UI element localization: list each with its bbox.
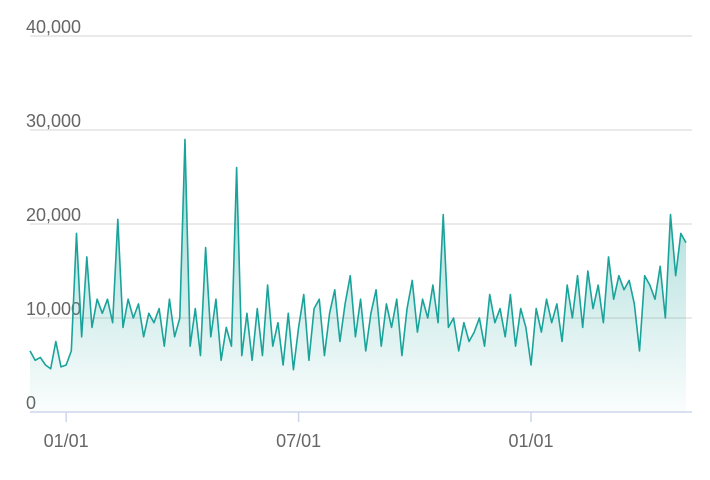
line [29,138,687,371]
x-tick-label: 01/01 [509,431,554,451]
area [30,139,686,412]
y-tick-label: 40,000 [26,17,81,37]
x-tick-label: 07/01 [276,431,321,451]
x-tick-label: 01/01 [44,431,89,451]
y-tick-label: 10,000 [26,299,81,319]
y-tick-label: 20,000 [26,205,81,225]
y-tick-label: 30,000 [26,111,81,131]
